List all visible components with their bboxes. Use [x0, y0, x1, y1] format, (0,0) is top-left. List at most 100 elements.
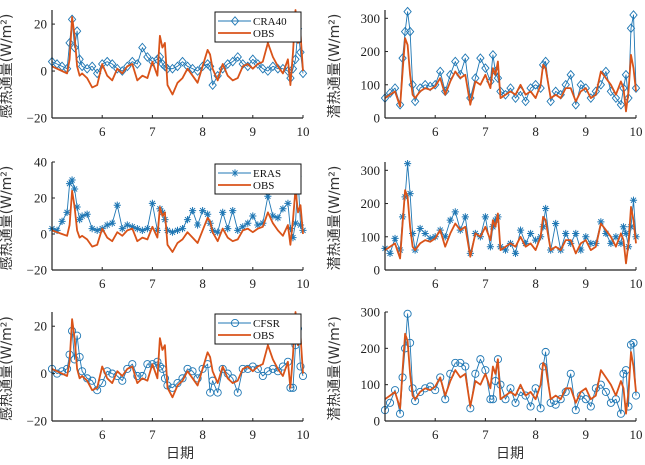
data-point [624, 93, 633, 103]
x-tick-label: 7 [482, 124, 489, 139]
data-point [233, 52, 242, 62]
x-tick-label: 7 [149, 427, 156, 442]
data-point [562, 229, 570, 238]
data-point [208, 80, 217, 91]
x-tick-label: 6 [432, 276, 439, 291]
series-obs [51, 188, 304, 253]
data-point [148, 199, 156, 207]
series-obs [384, 189, 637, 265]
y-tick-label: 0 [374, 111, 381, 126]
data-point [572, 229, 580, 238]
data-point [173, 61, 182, 72]
x-tick-label: 6 [432, 427, 439, 442]
data-point [188, 367, 197, 376]
x-tick-label: 8 [199, 427, 206, 442]
data-point [298, 68, 308, 79]
data-point [395, 99, 405, 110]
y-tick-label: 40 [34, 155, 47, 170]
data-point [238, 364, 247, 373]
legend-label-eras: ERAS [253, 168, 281, 180]
data-point [486, 243, 495, 251]
data-point [279, 205, 287, 213]
data-point [581, 83, 590, 93]
data-point [471, 369, 480, 378]
data-point [108, 219, 116, 227]
data-point [532, 236, 540, 244]
data-point [566, 369, 575, 378]
data-point [263, 367, 272, 376]
data-point [426, 234, 434, 243]
data-point [178, 225, 187, 233]
series-line-obs [384, 37, 637, 113]
data-point [244, 219, 252, 227]
data-point [248, 54, 257, 65]
data-point [409, 229, 417, 238]
data-point [421, 384, 430, 393]
data-point [160, 374, 169, 383]
x-tick-label: 8 [199, 124, 206, 139]
data-point [291, 219, 300, 227]
data-point [168, 228, 177, 236]
data-point [631, 391, 641, 400]
data-point [629, 196, 638, 204]
data-point [451, 358, 460, 367]
data-point [566, 69, 575, 80]
data-point [288, 383, 298, 392]
data-point [542, 204, 550, 213]
data-point [219, 208, 227, 216]
data-point [629, 338, 638, 347]
data-point [258, 371, 267, 381]
x-tick-label: 8 [532, 276, 539, 291]
data-point [113, 63, 122, 74]
data-point [601, 387, 610, 396]
legend-label-cra40: CRA40 [253, 16, 287, 28]
data-point [133, 59, 142, 69]
x-tick-label: 10 [630, 427, 643, 442]
data-point [239, 223, 247, 231]
data-point [406, 189, 414, 198]
legend-label-cfsr: CFSR [253, 318, 281, 330]
y-tick-label: 300 [361, 305, 381, 320]
data-point [619, 223, 628, 231]
data-point [118, 225, 126, 233]
data-point [183, 216, 192, 224]
data-point [254, 221, 262, 229]
data-point [411, 396, 420, 406]
y-tick-label: 200 [361, 44, 381, 59]
data-point [571, 99, 580, 110]
data-point [268, 364, 277, 373]
data-point [446, 69, 455, 80]
data-point [193, 374, 202, 383]
series-line-cfsr [384, 313, 637, 415]
series-line-obs [51, 9, 304, 96]
series-obs [51, 9, 304, 96]
x-tick-label: 6 [99, 276, 106, 291]
data-point [493, 73, 503, 84]
data-point [214, 228, 222, 236]
y-tick-label: 100 [361, 77, 381, 92]
y-tick-label: −20 [27, 111, 47, 126]
data-point [58, 217, 66, 225]
data-point [155, 52, 165, 62]
data-point [581, 395, 590, 404]
y-axis-label: 感热通量(W/m²) [0, 316, 15, 421]
series-line-obs [51, 311, 304, 399]
legend-label-obs: OBS [253, 330, 274, 342]
data-point [113, 201, 121, 209]
x-tick-label: 10 [630, 276, 643, 291]
y-axis-label: 潜热通量(W/m²) [327, 316, 343, 421]
data-point [587, 239, 595, 248]
data-point [70, 42, 79, 53]
y-tick-label: 100 [361, 377, 381, 392]
data-point [288, 63, 298, 74]
data-point [405, 26, 415, 37]
x-tick-label: 9 [250, 124, 257, 139]
data-point [488, 395, 497, 404]
data-point [53, 226, 61, 234]
